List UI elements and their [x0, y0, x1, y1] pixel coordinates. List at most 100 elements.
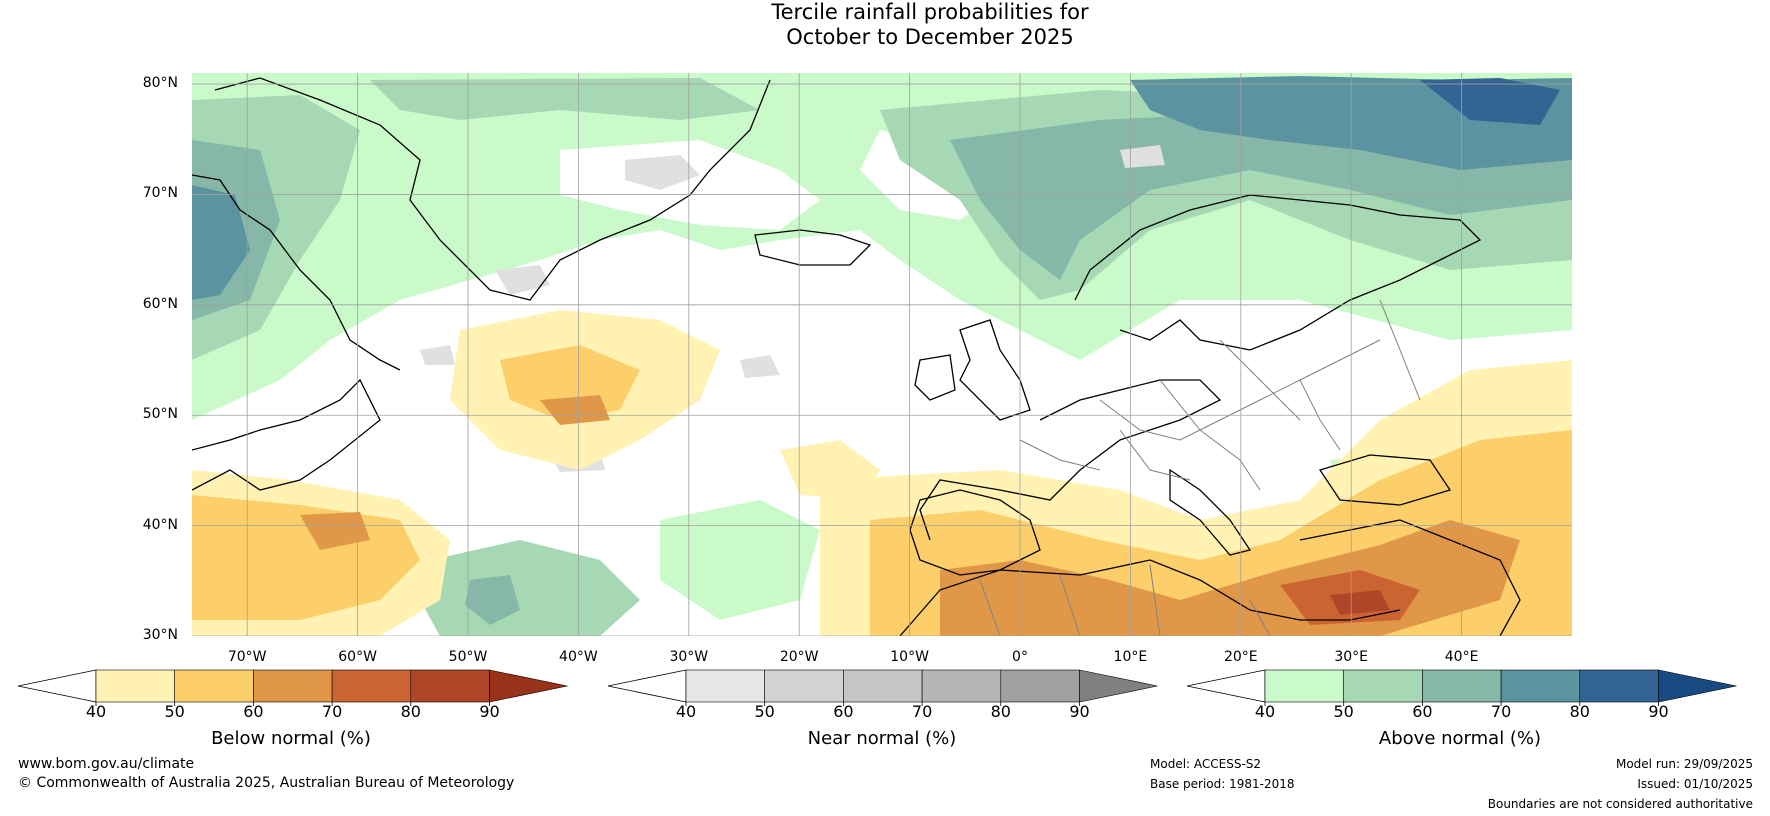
- lon-label: 40°W: [559, 649, 598, 665]
- colorbar-tick-label: 90: [1069, 702, 1090, 721]
- lon-label: 10°E: [1113, 649, 1148, 665]
- lon-label: 30°W: [669, 649, 709, 665]
- country-borders: [979, 299, 1421, 636]
- colorbar-tick-label: 70: [911, 702, 933, 721]
- coast-italy: [1169, 468, 1252, 556]
- lon-label: 20°W: [779, 649, 819, 665]
- colorbar-label-above: Above normal (%): [1378, 728, 1542, 749]
- colorbar-tick-label: 50: [1333, 702, 1354, 721]
- colorbar-segment: [410, 669, 490, 703]
- colorbar-under-triangle: [17, 669, 97, 703]
- colorbar-segment: [1264, 669, 1344, 703]
- colorbar-segment: [1000, 669, 1080, 703]
- colorbar-segment: [1579, 669, 1659, 703]
- colorbar-under-triangle: [607, 669, 687, 703]
- colorbar-tick-label: 80: [990, 702, 1011, 721]
- lat-label: 30°N: [142, 627, 178, 643]
- footer-disclaimer: Boundaries are not considered authoritat…: [1487, 797, 1753, 811]
- footer-copyright: © Commonwealth of Australia 2025, Austra…: [18, 775, 515, 791]
- colorbar-segment: [331, 669, 412, 703]
- colorbar-segment: [1422, 669, 1502, 703]
- colorbar-segment: [253, 669, 333, 703]
- colorbar-segment: [921, 669, 1002, 703]
- lat-label: 40°N: [142, 516, 178, 533]
- lon-label: 40°E: [1444, 649, 1479, 665]
- colorbar-tick-label: 60: [1412, 702, 1433, 721]
- lon-label: 60°W: [338, 649, 377, 665]
- footer-base-period: Base period: 1981-2018: [1150, 777, 1295, 791]
- lon-label: 0°: [1012, 649, 1028, 665]
- border-lines-europe: [1019, 299, 1421, 491]
- lat-label: 50°N: [142, 406, 178, 423]
- colorbar-tick-label: 70: [321, 702, 343, 721]
- colorbar-segment: [843, 669, 923, 703]
- colorbar-tick-label: 70: [1490, 702, 1512, 721]
- colorbar-tick-label: 90: [1648, 702, 1669, 721]
- colorbar-tick-label: 50: [164, 702, 185, 721]
- colorbar-tick-label: 60: [833, 702, 854, 721]
- above-normal-top-north: [1420, 78, 1560, 125]
- near-normal-area-1: [625, 155, 700, 190]
- colorbar-segment: [764, 669, 844, 703]
- above-normal-70-north: [370, 78, 760, 120]
- footer-website: www.bom.gov.au/climate: [18, 756, 195, 772]
- colorbar-over-triangle: [1079, 669, 1158, 703]
- coast-ireland: [914, 354, 956, 401]
- above-normal-iberia-gap-west: [660, 500, 820, 620]
- colorbar-tick-label: 90: [479, 702, 500, 721]
- footer-model-run: Model run: 29/09/2025: [1615, 757, 1753, 771]
- coast-north-america: [192, 378, 381, 491]
- below-normal-south-90: [1330, 590, 1390, 615]
- coast-scandinavia: [1074, 194, 1482, 351]
- above-normal-atlantic-core: [465, 575, 520, 625]
- below-normal-atlantic-70: [540, 395, 610, 425]
- lon-label: 30°E: [1334, 649, 1369, 665]
- coast-labrador: [192, 174, 401, 371]
- below-normal-west-70: [300, 512, 370, 550]
- lat-label: 60°N: [142, 295, 178, 312]
- lat-label: 80°N: [142, 75, 178, 92]
- gridlines: [192, 73, 1572, 636]
- coastlines: [192, 77, 1521, 636]
- above-normal-80-labrador: [192, 185, 250, 300]
- lon-label: 70°W: [227, 649, 267, 665]
- near-normal-area-7: [1120, 145, 1165, 168]
- colorbar-segment: [1343, 669, 1423, 703]
- colorbar-tick-label: 80: [400, 702, 421, 721]
- title-line-2: October to December 2025: [786, 25, 1074, 49]
- footer-model: Model: ACCESS-S2: [1150, 757, 1262, 771]
- coast-eastern-med: [1299, 519, 1521, 636]
- colorbar-segment: [685, 669, 765, 703]
- below-normal-atlantic-60: [500, 345, 640, 420]
- colorbar-tick-label: 40: [675, 702, 697, 721]
- lat-label: 70°N: [142, 185, 178, 202]
- border-lines-africa: [979, 564, 1271, 636]
- colorbar-under-triangle: [1186, 669, 1266, 703]
- lon-label: 20°E: [1223, 649, 1258, 665]
- above-normal-regions: [192, 73, 1572, 636]
- colorbar-tick-label: 60: [243, 702, 264, 721]
- colorbar-tick-label: 80: [1569, 702, 1590, 721]
- colorbar-over-triangle: [1658, 669, 1737, 703]
- coast-north-africa: [899, 559, 1401, 636]
- colorbars: [17, 669, 1737, 706]
- coast-black-sea: [1318, 454, 1452, 506]
- lon-label: 50°W: [448, 649, 488, 665]
- map-field: [192, 73, 1572, 636]
- lon-label: 10°W: [890, 649, 929, 665]
- map-title: Tercile rainfall probabilities for Octob…: [0, 0, 1770, 50]
- colorbar-label-below: Below normal (%): [211, 728, 371, 749]
- colorbar-segment: [95, 669, 175, 703]
- colorbar-tick-label: 40: [1254, 702, 1276, 721]
- coast-europe-mainland: [919, 379, 1222, 541]
- title-line-1: Tercile rainfall probabilities for: [771, 0, 1089, 24]
- colorbar-over-triangle: [489, 669, 568, 703]
- colorbar-tick-label: 50: [754, 702, 775, 721]
- footer-issued: Issued: 01/10/2025: [1637, 777, 1753, 791]
- near-normal-area-3: [420, 345, 455, 365]
- colorbar-tick-label: 40: [85, 702, 107, 721]
- near-normal-area-2: [495, 265, 550, 295]
- coast-iceland: [754, 229, 872, 266]
- coast-greenland: [214, 77, 771, 301]
